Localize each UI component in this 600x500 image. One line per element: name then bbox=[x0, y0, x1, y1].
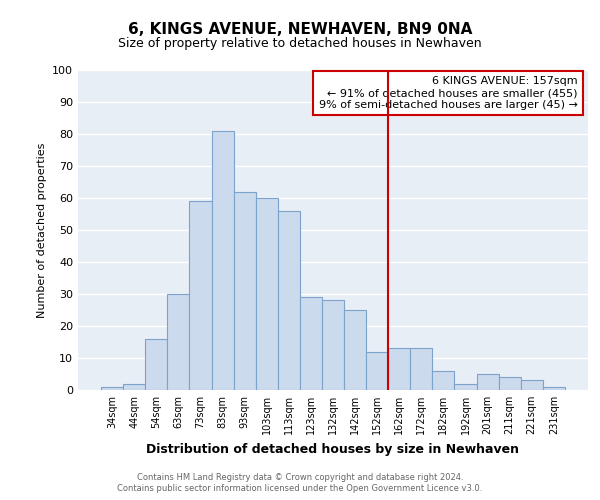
Bar bbox=[322, 300, 344, 390]
Bar bbox=[410, 348, 433, 390]
Bar bbox=[101, 387, 123, 390]
Bar bbox=[278, 211, 300, 390]
X-axis label: Distribution of detached houses by size in Newhaven: Distribution of detached houses by size … bbox=[146, 442, 520, 456]
Bar bbox=[344, 310, 366, 390]
Bar bbox=[521, 380, 543, 390]
Bar bbox=[454, 384, 476, 390]
Bar bbox=[388, 348, 410, 390]
Y-axis label: Number of detached properties: Number of detached properties bbox=[37, 142, 47, 318]
Bar bbox=[476, 374, 499, 390]
Bar bbox=[256, 198, 278, 390]
Bar bbox=[543, 387, 565, 390]
Bar bbox=[499, 377, 521, 390]
Text: Contains HM Land Registry data © Crown copyright and database right 2024.: Contains HM Land Registry data © Crown c… bbox=[137, 472, 463, 482]
Bar bbox=[167, 294, 190, 390]
Text: Contains public sector information licensed under the Open Government Licence v3: Contains public sector information licen… bbox=[118, 484, 482, 493]
Bar bbox=[433, 371, 454, 390]
Text: 6 KINGS AVENUE: 157sqm
← 91% of detached houses are smaller (455)
9% of semi-det: 6 KINGS AVENUE: 157sqm ← 91% of detached… bbox=[319, 76, 578, 110]
Bar bbox=[190, 201, 212, 390]
Bar bbox=[366, 352, 388, 390]
Bar bbox=[123, 384, 145, 390]
Bar bbox=[300, 297, 322, 390]
Text: Size of property relative to detached houses in Newhaven: Size of property relative to detached ho… bbox=[118, 38, 482, 51]
Bar bbox=[212, 131, 233, 390]
Bar bbox=[233, 192, 256, 390]
Text: 6, KINGS AVENUE, NEWHAVEN, BN9 0NA: 6, KINGS AVENUE, NEWHAVEN, BN9 0NA bbox=[128, 22, 472, 38]
Bar bbox=[145, 339, 167, 390]
